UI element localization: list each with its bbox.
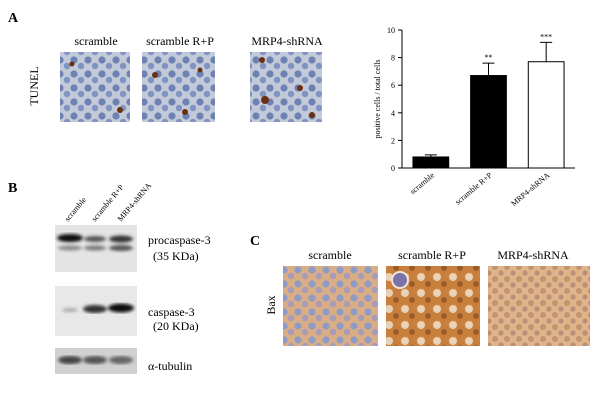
panel-label: C — [250, 234, 260, 249]
y-tick-label: 8 — [391, 54, 395, 63]
band-name: α-tubulin — [148, 359, 192, 373]
error-bar — [540, 41, 553, 62]
y-tick-label: 6 — [391, 81, 395, 90]
x-tick-label: scramble — [408, 170, 436, 196]
micrographs — [60, 52, 322, 122]
y-tick-label: 2 — [391, 136, 395, 145]
bar — [412, 156, 450, 169]
bax-micrographs — [283, 266, 590, 346]
y-tick-label: 0 — [391, 164, 395, 173]
bar — [527, 61, 565, 169]
panel-label: B — [8, 181, 17, 196]
band-name: caspase-3 — [148, 305, 195, 319]
y-tick-label: 10 — [387, 26, 395, 35]
band-size: (20 KDa) — [153, 319, 199, 333]
image-label: scramble — [308, 248, 351, 262]
image-label: scramble — [74, 34, 117, 48]
western-blot — [55, 225, 137, 374]
image-label: scramble R+P — [398, 248, 466, 262]
error-bar — [482, 62, 495, 76]
x-tick-label: MRP4-shRNA — [509, 171, 551, 209]
significance: ** — [485, 53, 493, 62]
panel-label: A — [8, 11, 19, 26]
image-label: scramble R+P — [146, 34, 214, 48]
row-label: TUNEL — [27, 66, 41, 105]
x-tick-label: scramble R+P — [453, 170, 494, 206]
bar-chart: positive cells / total cells 0 2 4 6 8 10 scram… — [373, 26, 575, 208]
lane-label: scramble — [63, 195, 89, 223]
band-name: procaspase-3 — [148, 233, 211, 247]
band-size: (35 KDa) — [153, 249, 199, 263]
image-label: MRP4-shRNA — [251, 34, 323, 48]
significance: *** — [540, 32, 552, 41]
y-tick-label: 4 — [391, 109, 395, 118]
bar — [470, 75, 507, 169]
error-bar — [424, 154, 437, 157]
row-label: Bax — [264, 295, 278, 314]
image-label: MRP4-shRNA — [497, 248, 569, 262]
y-axis-label: positive cells / total cells — [373, 59, 382, 138]
